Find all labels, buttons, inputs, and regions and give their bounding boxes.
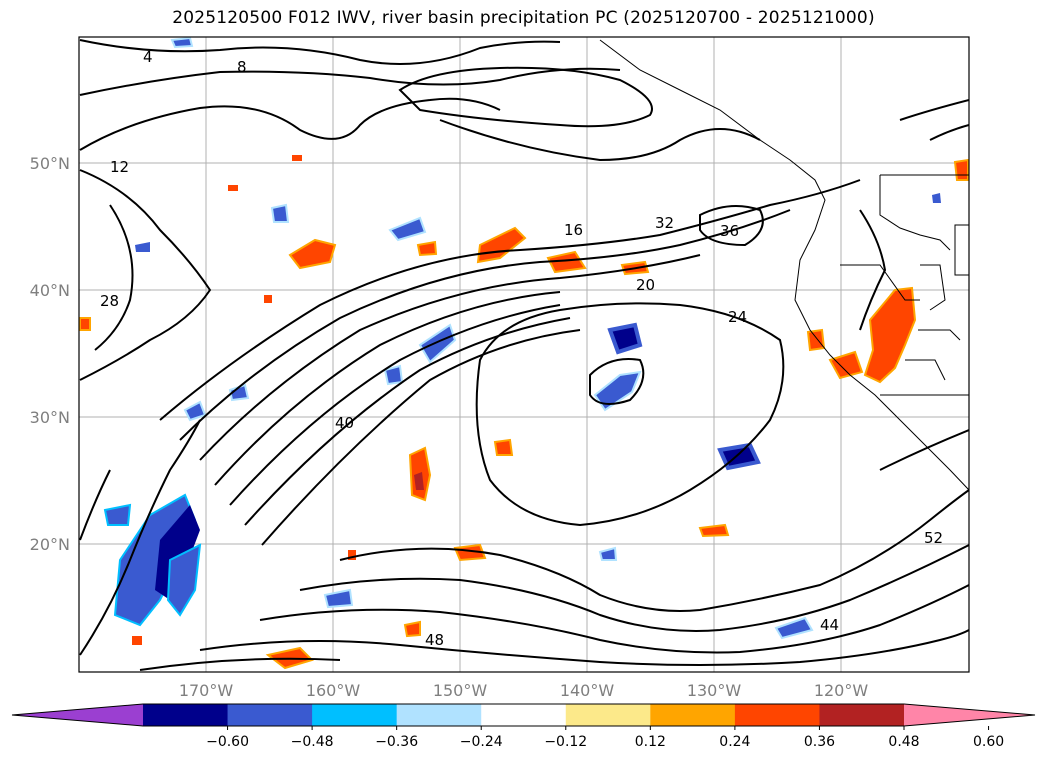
colorbar-bin	[227, 704, 313, 726]
contour-label: 48	[425, 631, 444, 649]
colorbar-extend-max	[904, 704, 1035, 726]
colorbar: −0.60 −0.48 −0.36 −0.24 −0.12 0.12 0.24 0.36 0.4…	[11, 703, 1036, 750]
colorbar-outline	[11, 703, 1036, 727]
contour-label: 40	[335, 414, 354, 432]
colorbar-bin	[143, 704, 229, 726]
colorbar-bin	[312, 704, 398, 726]
colorbar-bin	[396, 704, 482, 726]
gridlines	[79, 37, 969, 672]
iwv-contours	[79, 39, 969, 671]
lat-label-30n: 30°N	[30, 408, 70, 427]
colorbar-extend-min	[12, 704, 143, 726]
contour-label: 36	[720, 222, 739, 240]
colorbar-tick-label: −0.48	[291, 734, 334, 750]
colorbar-tick-label: −0.24	[460, 734, 503, 750]
contour-labels: 4 8 12 16 20 24 28 32 36 40 44 48 52	[100, 48, 943, 649]
map-plot-area	[79, 37, 969, 672]
coastline	[599, 39, 969, 491]
lon-label-150w: 150°W	[433, 681, 488, 700]
colorbar-bin	[481, 704, 567, 726]
contour-label: 44	[820, 616, 839, 634]
colorbar-bin	[565, 704, 651, 726]
contour-label: 24	[728, 308, 747, 326]
latitude-labels: 50°N 40°N 30°N 20°N	[30, 154, 70, 554]
colorbar-tick-label: −0.60	[206, 734, 249, 750]
longitude-labels: 170°W 160°W 150°W 140°W 130°W 120°W	[179, 681, 869, 700]
lat-label-20n: 20°N	[30, 535, 70, 554]
lon-label-130w: 130°W	[687, 681, 742, 700]
colorbar-tick-label: 0.24	[719, 734, 750, 750]
map-frame	[78, 36, 970, 673]
lon-label-120w: 120°W	[814, 681, 869, 700]
contour-label: 4	[143, 48, 153, 66]
lat-label-50n: 50°N	[30, 154, 70, 173]
colorbar-tick-label: 0.12	[635, 734, 666, 750]
colorbar-bin	[819, 704, 905, 726]
colorbar-tick-label: 0.36	[804, 734, 835, 750]
colorbar-tick-label: 0.48	[888, 734, 919, 750]
colorbar-bin	[650, 704, 736, 726]
colorbar-tick-label: 0.60	[973, 734, 1004, 750]
contour-label: 52	[924, 529, 943, 547]
contour-label: 12	[110, 158, 129, 176]
lon-label-170w: 170°W	[179, 681, 234, 700]
colorbar-bin	[734, 704, 820, 726]
map-title: 2025120500 F012 IWV, river basin precipi…	[172, 8, 875, 28]
contour-label: 16	[564, 221, 583, 239]
precip-positive-patches	[79, 155, 969, 670]
contour-label: 20	[636, 276, 655, 294]
colorbar-tick-label: −0.12	[544, 734, 587, 750]
precip-negative-patches	[103, 37, 941, 640]
contour-label: 28	[100, 292, 119, 310]
colorbar-tick-label: −0.36	[375, 734, 418, 750]
lon-label-140w: 140°W	[560, 681, 615, 700]
lat-label-40n: 40°N	[30, 281, 70, 300]
contour-label: 8	[237, 58, 247, 76]
lon-label-160w: 160°W	[306, 681, 361, 700]
contour-label: 32	[655, 214, 674, 232]
